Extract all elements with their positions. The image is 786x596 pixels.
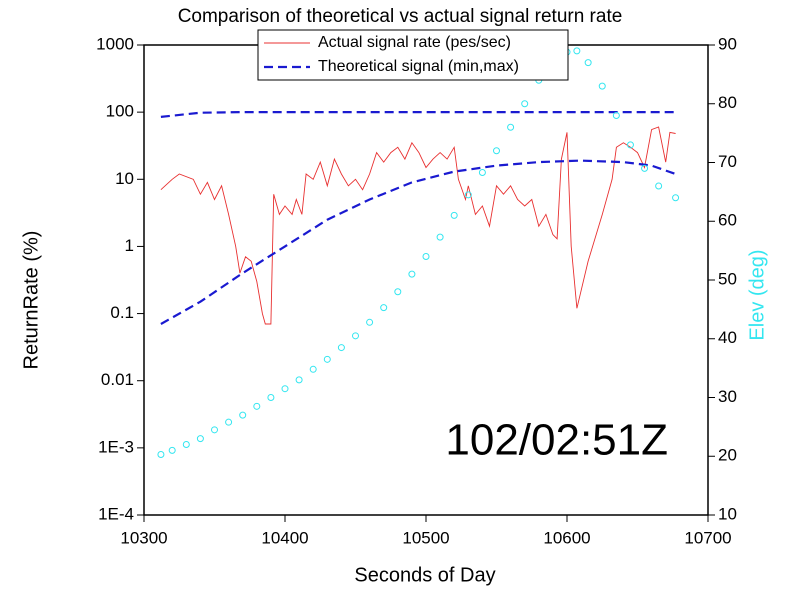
- series-line: [160, 111, 676, 118]
- y-tick-label: 10: [115, 169, 134, 188]
- elev-marker: [380, 304, 388, 312]
- elev-marker: [295, 376, 303, 384]
- elev-marker: [450, 211, 458, 219]
- elev-marker: [182, 441, 190, 448]
- elev-marker: [309, 365, 317, 373]
- elev-marker: [464, 191, 472, 199]
- x-tick-label: 10400: [261, 528, 308, 547]
- elev-marker: [168, 446, 176, 454]
- y-tick-label: 1000: [96, 34, 134, 53]
- elev-marker: [672, 194, 680, 202]
- y2-tick-label: 20: [718, 446, 737, 465]
- elev-marker: [584, 59, 592, 67]
- y-tick-label: 1E-4: [98, 504, 134, 523]
- elev-marker: [598, 82, 606, 90]
- elev-marker: [408, 270, 416, 278]
- y-axis-label: ReturnRate (%): [20, 231, 42, 370]
- elev-marker: [211, 426, 218, 434]
- y2-tick-label: 40: [718, 328, 737, 347]
- elev-marker: [394, 288, 402, 296]
- elev-marker: [507, 123, 515, 131]
- x-tick-label: 10600: [543, 528, 590, 547]
- elev-marker: [612, 112, 620, 119]
- y-tick-label: 100: [106, 102, 134, 121]
- elev-marker: [281, 385, 289, 393]
- elev-marker: [337, 344, 345, 352]
- series-line: [160, 159, 676, 325]
- y-tick-label: 1E-3: [98, 437, 134, 456]
- elev-marker: [521, 100, 529, 108]
- elev-marker: [422, 253, 430, 260]
- y-tick-label: 0.1: [110, 303, 134, 322]
- series-line: [160, 126, 676, 325]
- elev-marker: [478, 168, 486, 176]
- elev-marker: [267, 394, 275, 401]
- y2-tick-label: 30: [718, 387, 737, 406]
- annotation: 102/02:51Z: [445, 416, 668, 465]
- y-tick-label: 0.01: [101, 370, 134, 389]
- y2-tick-label: 10: [718, 504, 737, 523]
- elev-marker: [352, 332, 359, 340]
- elev-marker: [157, 450, 165, 458]
- y2-tick-label: 90: [718, 34, 737, 53]
- y-tick-label: 1: [125, 236, 134, 255]
- x-axis-label: Seconds of Day: [354, 564, 495, 586]
- elev-marker: [253, 402, 261, 410]
- elev-marker: [436, 233, 444, 241]
- elev-marker: [655, 182, 663, 190]
- legend-label: Theoretical signal (min,max): [318, 58, 519, 75]
- y2-tick-label: 70: [718, 152, 737, 171]
- elev-marker: [641, 164, 649, 172]
- y2-tick-label: 80: [718, 93, 737, 112]
- x-tick-label: 10300: [120, 528, 167, 547]
- y2-tick-label: 50: [718, 269, 737, 288]
- elev-marker: [225, 418, 233, 426]
- elev-marker: [573, 47, 581, 55]
- legend-label: Actual signal rate (pes/sec): [318, 34, 511, 51]
- chart-title: Comparison of theoretical vs actual sign…: [178, 6, 623, 27]
- legend-box: [257, 29, 569, 81]
- elev-marker: [323, 355, 331, 363]
- elev-marker: [196, 435, 204, 443]
- x-tick-label: 10700: [684, 528, 731, 547]
- x-tick-label: 10500: [402, 528, 449, 547]
- y2-tick-label: 60: [718, 211, 737, 230]
- elev-marker: [239, 411, 247, 419]
- elev-marker: [626, 141, 634, 149]
- elev-marker: [366, 318, 374, 326]
- elev-marker: [493, 147, 500, 155]
- y2-axis-label: Elev (deg): [746, 249, 768, 340]
